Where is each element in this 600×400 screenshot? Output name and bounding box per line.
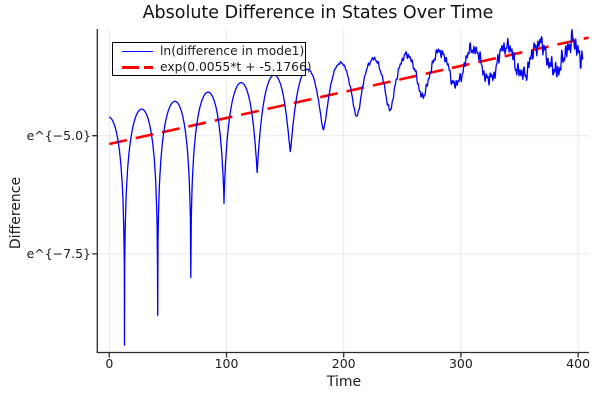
blue-line-sample-icon (122, 50, 153, 52)
y-tick-label: e^{−5.0} (26, 127, 91, 143)
legend-entry-fit: exp(0.0055*t + -5.1766) (122, 60, 312, 75)
y-tick-label: e^{−7.5} (26, 245, 91, 261)
gridlines (97, 29, 589, 353)
y-axis-label: Difference (8, 176, 24, 250)
x-tick-label: 200 (331, 356, 356, 371)
chart-title: Absolute Difference in States Over Time (142, 3, 494, 23)
red-dashed-line-sample-icon (122, 65, 153, 69)
axis-spines (96, 29, 589, 354)
legend-label: ln(difference in mode1) (160, 43, 305, 58)
fit-line-series (109, 36, 589, 146)
difference-series (109, 29, 584, 346)
x-axis-label: Time (326, 374, 362, 390)
legend: ln(difference in mode1) exp(0.0055*t + -… (112, 42, 312, 76)
legend-label: exp(0.0055*t + -5.1766) (160, 59, 312, 74)
x-tick-label: 300 (448, 356, 473, 371)
tick-marks (92, 135, 579, 358)
x-tick-label: 400 (566, 356, 591, 371)
x-tick-label: 100 (214, 356, 239, 371)
x-tick-label: 0 (105, 356, 114, 371)
legend-entry-difference: ln(difference in mode1) (122, 44, 305, 59)
